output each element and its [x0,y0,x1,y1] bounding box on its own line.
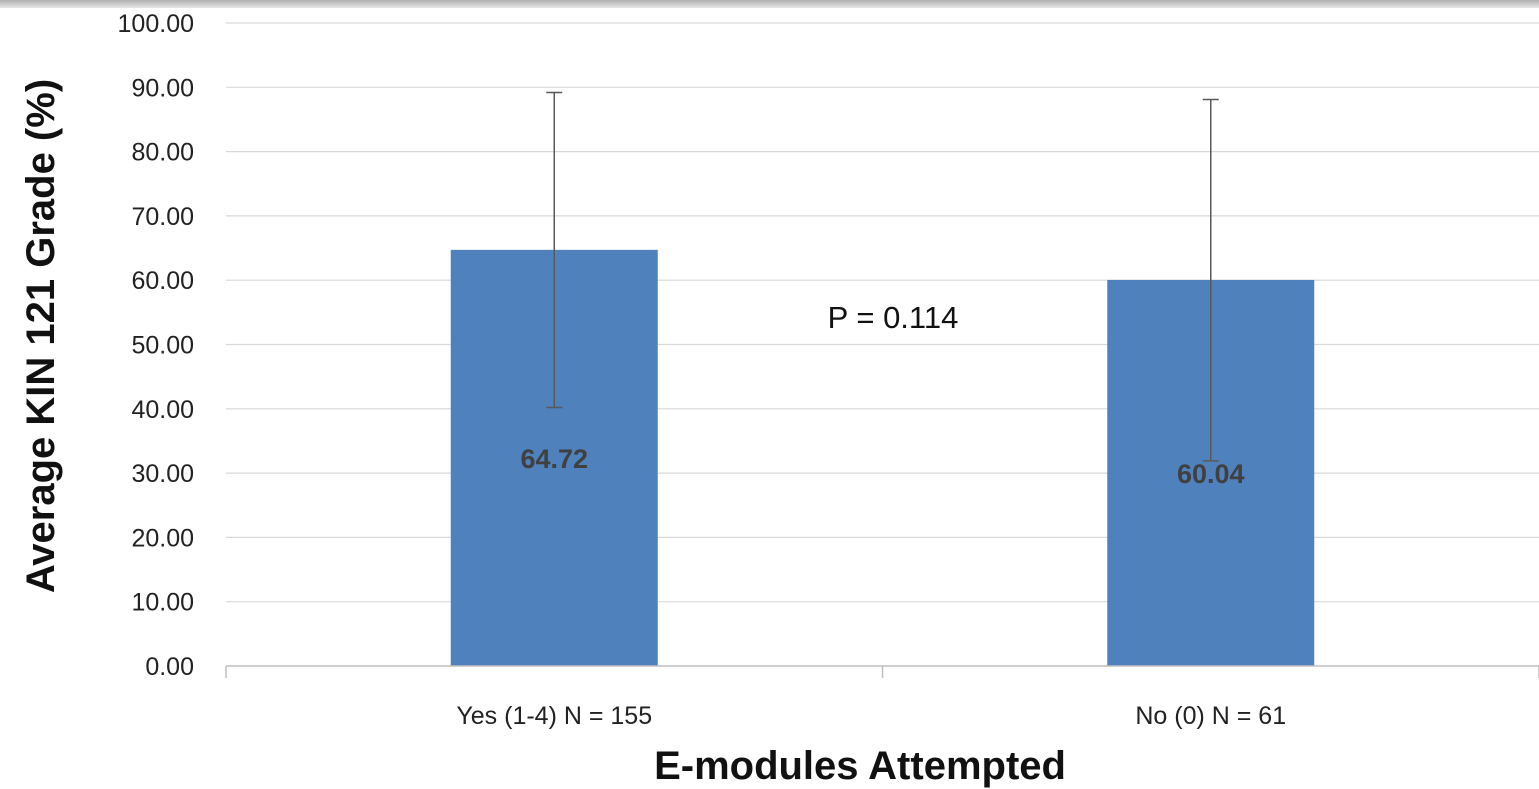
y-tick-label: 50.00 [131,332,194,360]
y-tick-label: 20.00 [131,524,194,552]
data-label: 64.72 [520,444,588,474]
x-category-label: No (0) N = 61 [1135,702,1286,730]
y-tick-label: 10.00 [131,589,194,617]
y-tick-label: 70.00 [131,203,194,231]
data-label: 60.04 [1177,459,1245,489]
p-value-annotation: P = 0.114 [828,300,959,335]
x-category-labels: Yes (1-4) N = 155 No (0) N = 61 [456,702,1286,730]
y-tick-label: 0.00 [145,653,194,681]
y-tick-label: 60.00 [131,267,194,295]
y-axis-title: Average KIN 121 Grade (%) [19,79,63,593]
gridlines [225,22,1539,678]
error-bars [546,91,1219,462]
x-axis-title: E-modules Attempted [654,744,1066,788]
x-category-label: Yes (1-4) N = 155 [456,702,652,730]
y-tick-label: 30.00 [131,460,194,488]
y-tick-label: 40.00 [131,396,194,424]
y-tick-label: 90.00 [131,74,194,102]
y-tick-label: 100.00 [118,10,194,38]
y-tick-labels: 0.00 10.00 20.00 30.00 40.00 50.00 60.00 70.00 8… [118,10,194,681]
data-labels: 64.72 60.04 [520,444,1244,489]
y-tick-label: 80.00 [131,139,194,167]
window-top-strip [0,0,1539,8]
